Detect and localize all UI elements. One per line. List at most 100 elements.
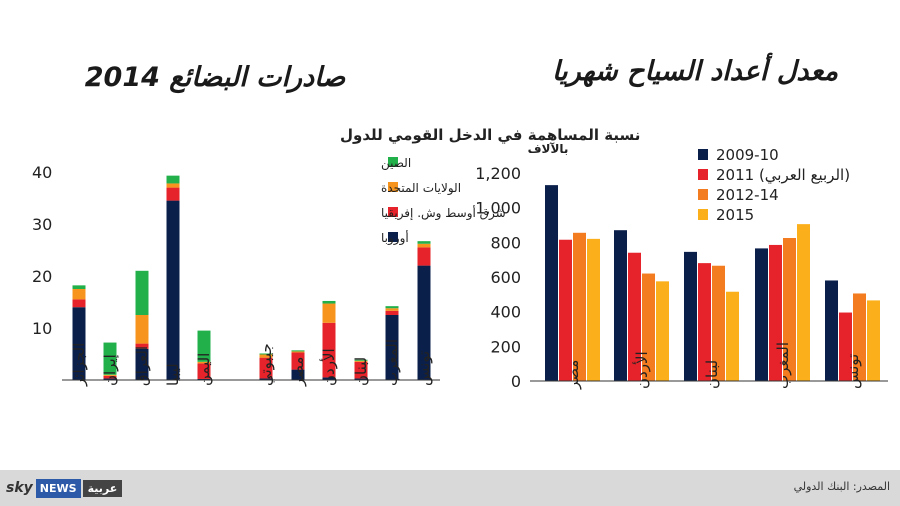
exports-bar-segment xyxy=(354,378,368,380)
exports-chart-title: صادرات البضائع 2014 xyxy=(85,62,347,94)
exports-y-tick: 10 xyxy=(32,319,52,338)
exports-x-label: الجزائر xyxy=(70,343,88,387)
exports-legend-label: شرق أوسط وش. إفريقيا xyxy=(381,205,506,221)
exports-bar-segment xyxy=(417,243,431,248)
exports-bars xyxy=(72,175,431,380)
exports-bar-segment xyxy=(135,343,149,349)
exports-bar-segment xyxy=(166,200,180,380)
exports-bar-segment xyxy=(72,289,86,300)
tourists-bar xyxy=(614,230,627,381)
sky-news-arabia-logo: sky NEWS عربية xyxy=(6,478,123,498)
tourists-y-tick: 1,200 xyxy=(475,164,521,183)
exports-x-label: اليمن xyxy=(195,353,213,386)
tourists-legend-label: 2012-14 xyxy=(716,186,779,204)
exports-bar-segment xyxy=(166,175,180,184)
exports-bar-segment xyxy=(385,310,399,315)
exports-bar-segment xyxy=(72,307,86,380)
tourists-bar xyxy=(867,300,880,381)
tourists-chart-title: معدل أعداد السياح شهريا xyxy=(552,52,839,88)
tourists-bar xyxy=(712,265,725,381)
exports-x-label: جيبوتي xyxy=(257,343,276,386)
exports-bar-segment xyxy=(197,361,211,364)
exports-bar-segment xyxy=(259,354,273,358)
tourists-bar xyxy=(726,291,739,381)
exports-bar-segment xyxy=(417,265,431,380)
exports-bar-segment xyxy=(354,359,368,361)
tourists-y-axis-unit: بالآلاف xyxy=(528,142,569,156)
exports-bar-segment xyxy=(322,303,336,323)
tourists-bar xyxy=(698,263,711,381)
exports-bar-segment xyxy=(259,357,273,379)
tourists-y-tick: 800 xyxy=(490,233,521,252)
exports-x-label: الأردن xyxy=(319,348,338,386)
tourists-x-labels: مصر الأردن لبنان المغرب تونس xyxy=(564,342,862,390)
exports-legend-label: الولايات المتحدة xyxy=(381,181,461,196)
exports-bar-segment xyxy=(259,353,273,355)
exports-bar-segment xyxy=(135,315,149,344)
exports-bar-segment xyxy=(135,270,149,315)
tourists-x-label: مصر xyxy=(564,360,582,390)
exports-bar-segment xyxy=(103,378,117,380)
exports-legend-swatch xyxy=(388,207,398,217)
tourists-bar xyxy=(755,248,768,381)
exports-bar-segment xyxy=(322,377,336,380)
exports-y-tick: 40 xyxy=(32,163,52,182)
exports-bar-segment xyxy=(385,308,399,311)
exports-bar-segment xyxy=(385,306,399,309)
exports-x-label: إيران xyxy=(101,354,119,386)
charts-canvas: صادرات البضائع 2014 نسبة المساهمة في الد… xyxy=(32,52,888,391)
tourists-bar xyxy=(769,244,782,381)
tourists-legend-label: 2015 xyxy=(716,206,754,224)
tourists-bar xyxy=(559,239,572,381)
exports-bar-segment xyxy=(103,374,117,376)
exports-bar-segment xyxy=(166,187,180,201)
exports-legend-swatch xyxy=(388,157,398,167)
tourists-bar xyxy=(642,273,655,381)
tourists-bar xyxy=(783,238,796,381)
tourists-bar xyxy=(573,232,586,381)
exports-bar-segment xyxy=(291,352,305,370)
exports-x-label: العراق xyxy=(133,346,151,386)
tourists-legend: 2009-10 2011 (الربيع العربي)2012-14 2015 xyxy=(698,146,850,224)
tourists-x-label: تونس xyxy=(844,354,862,389)
tourists-bar xyxy=(587,238,600,381)
exports-x-label: المغرب xyxy=(383,339,401,386)
tourists-x-label: المغرب xyxy=(774,342,792,389)
exports-bar-segment xyxy=(291,369,305,380)
exports-bar-segment xyxy=(291,350,305,352)
exports-legend: الصين الولايات المتحدة شرق أوسط وش. إفريقي… xyxy=(381,156,506,246)
exports-legend-swatch xyxy=(388,232,398,242)
exports-chart-subtitle: نسبة المساهمة في الدخل القومي للدول xyxy=(340,126,640,144)
tourists-legend-label: 2009-10 xyxy=(716,146,779,164)
exports-bar-segment xyxy=(417,241,431,244)
tourists-y-tick: 400 xyxy=(490,303,521,322)
exports-bar-segment xyxy=(354,361,368,379)
exports-bar-segment xyxy=(322,322,336,378)
footer-bar: sky NEWS عربية المصدر: البنك الدولي xyxy=(0,470,900,506)
tourists-bar xyxy=(545,185,558,381)
tourists-x-label: لبنان xyxy=(703,360,721,389)
exports-bar-segment xyxy=(354,360,368,362)
exports-bar-segment xyxy=(166,183,180,188)
tourists-y-tick: 1,000 xyxy=(475,199,521,218)
exports-legend-label: أوروبا xyxy=(381,230,409,246)
exports-bar-segment xyxy=(72,299,86,308)
tourists-bar xyxy=(825,280,838,381)
exports-legend-label: الصين xyxy=(381,156,411,171)
tourists-y-tick: 200 xyxy=(490,337,521,356)
tourists-bar xyxy=(656,281,669,381)
tourists-bar xyxy=(839,312,852,381)
logo-arabic-text: عربية xyxy=(82,479,123,497)
tourists-y-tick: 600 xyxy=(490,268,521,287)
tourists-y-axis: 0 200 400 600 800 1,000 1,200 xyxy=(475,164,521,391)
source-text: المصدر: البنك الدولي xyxy=(793,480,890,493)
tourists-x-label: الأردن xyxy=(632,351,651,389)
exports-bar-segment xyxy=(103,375,117,379)
tourists-bar xyxy=(628,252,641,381)
exports-bar-segment xyxy=(197,363,211,379)
exports-bar-segment xyxy=(322,300,336,304)
tourists-y-tick: 0 xyxy=(511,372,521,391)
tourists-bar xyxy=(853,293,866,381)
exports-x-label: مصر xyxy=(289,357,307,387)
exports-x-labels: الجزائر إيران العراق ليبيا اليمن جيبوتي مصر الأ… xyxy=(70,339,433,387)
